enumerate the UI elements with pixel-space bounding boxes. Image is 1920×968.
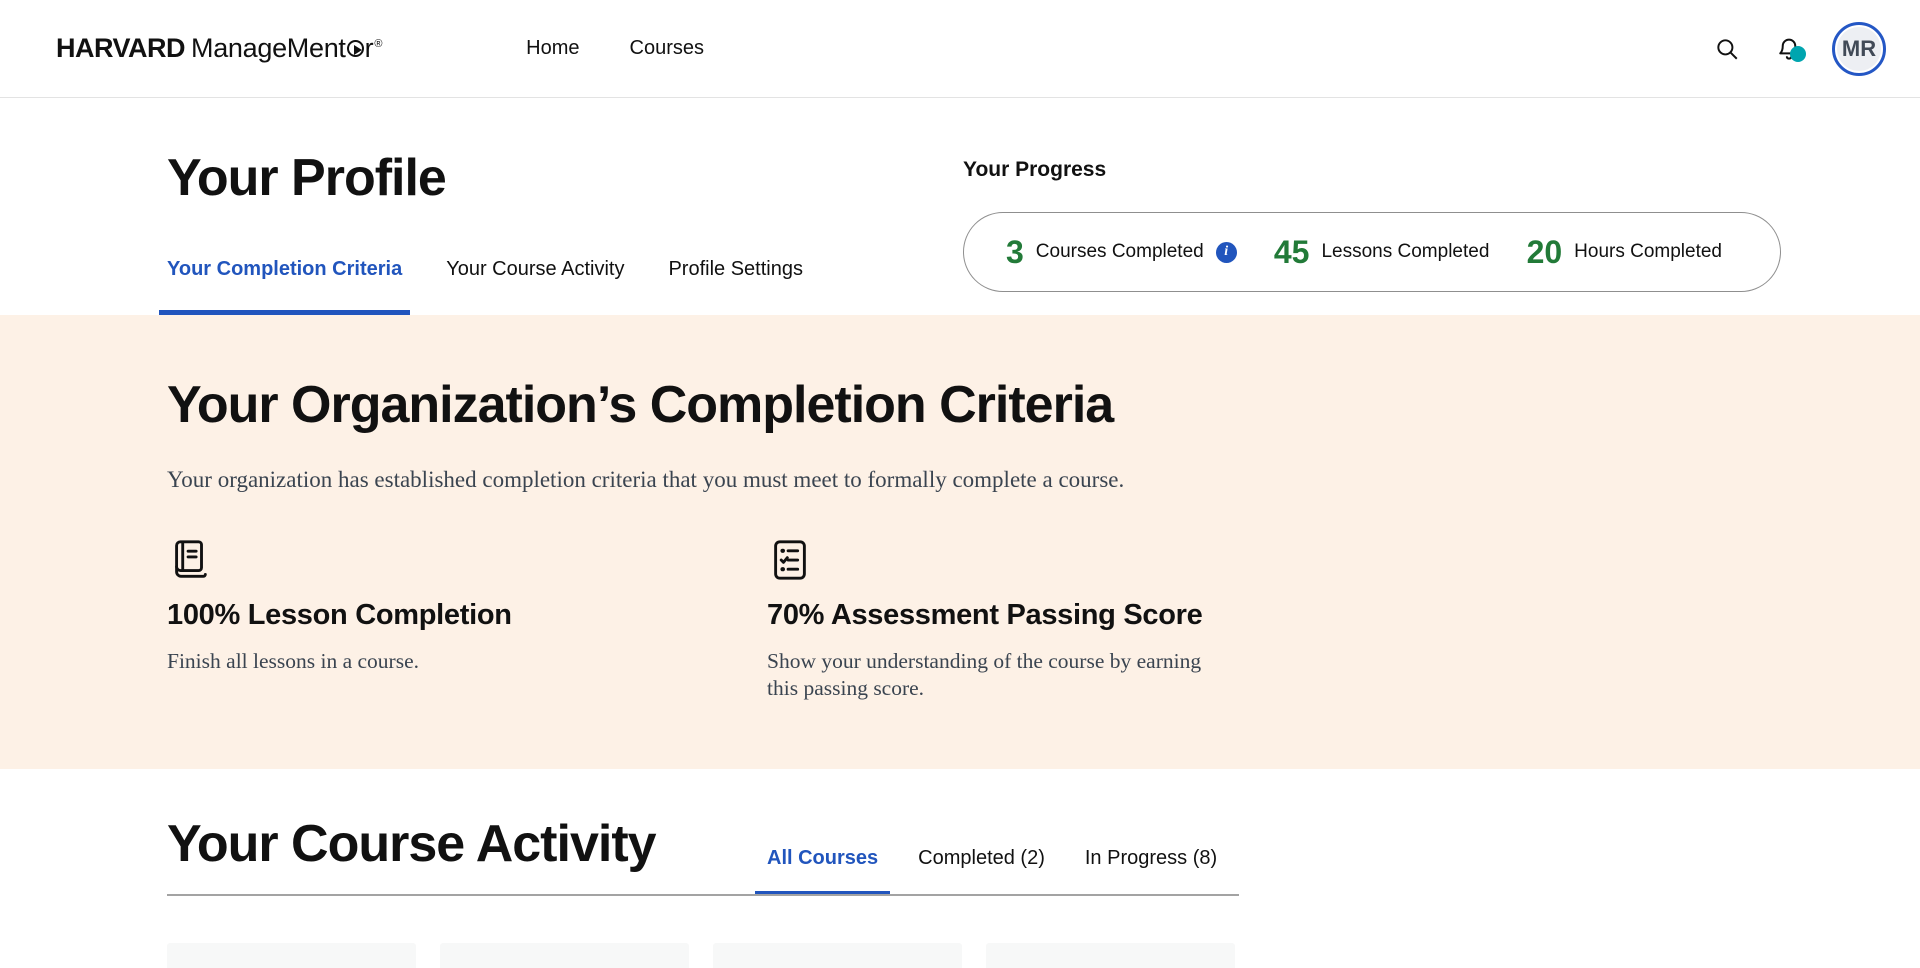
- criteria-item-description: Show your understanding of the course by…: [767, 649, 1202, 700]
- criteria-item-title: 100% Lesson Completion: [167, 599, 512, 631]
- profile-tabs: Your Completion Criteria Your Course Act…: [159, 256, 803, 315]
- course-card[interactable]: [986, 943, 1235, 968]
- progress-summary-pill: 3 Courses Completed i 45 Lessons Complet…: [963, 212, 1781, 292]
- lessons-completed-label: Lessons Completed: [1321, 241, 1490, 262]
- nav-link-courses[interactable]: Courses: [629, 37, 704, 59]
- harvard-managementor-logo[interactable]: HARVARD ManageMent r®: [56, 33, 382, 64]
- progress-title: Your Progress: [963, 158, 1107, 181]
- tab-profile-settings[interactable]: Profile Settings: [668, 258, 803, 280]
- stat-lessons-completed: 45 Lessons Completed: [1274, 234, 1490, 271]
- logo-harvard-text: HARVARD: [56, 33, 186, 63]
- header-actions: MR: [1708, 21, 1886, 76]
- criteria-item-title: 70% Assessment Passing Score: [767, 599, 1203, 631]
- logo-managementor-text: ManageMent r®: [191, 33, 383, 63]
- top-nav-bar: HARVARD ManageMent r® Home Courses: [0, 0, 1920, 98]
- avatar-initials: MR: [1841, 35, 1877, 61]
- tab-all-courses[interactable]: All Courses: [755, 845, 891, 896]
- tab-in-progress[interactable]: In Progress (8): [1084, 847, 1218, 869]
- lessons-completed-value: 45: [1273, 233, 1310, 270]
- completion-criteria-title: Your Organization’s Completion Criteria: [167, 376, 1114, 434]
- nav-link-home[interactable]: Home: [526, 37, 580, 59]
- main-nav: Home Courses: [526, 37, 704, 60]
- tab-your-course-activity[interactable]: Your Course Activity: [446, 258, 625, 280]
- criteria-item-assessment-score: 70% Assessment Passing Score Show your u…: [767, 537, 1237, 702]
- course-card[interactable]: [440, 943, 689, 968]
- search-icon: [1714, 36, 1740, 62]
- course-card[interactable]: [713, 943, 962, 968]
- info-icon[interactable]: i: [1215, 241, 1237, 263]
- criteria-items: 100% Lesson Completion Finish all lesson…: [167, 537, 1237, 702]
- completion-criteria-description: Your organization has established comple…: [167, 467, 1125, 492]
- criteria-item-description: Finish all lessons in a course.: [167, 649, 420, 673]
- course-activity-title: Your Course Activity: [167, 815, 657, 873]
- stat-courses-completed: 3 Courses Completed i: [1006, 234, 1237, 271]
- page-title: Your Profile: [167, 149, 447, 207]
- search-button[interactable]: [1708, 30, 1746, 68]
- completion-criteria-section: Your Organization’s Completion Criteria …: [0, 315, 1920, 769]
- tab-your-completion-criteria[interactable]: Your Completion Criteria: [159, 256, 411, 315]
- book-icon: [167, 537, 637, 583]
- courses-completed-value: 3: [1006, 233, 1024, 270]
- notification-dot: [1790, 45, 1806, 62]
- hours-completed-label: Hours Completed: [1574, 241, 1722, 262]
- tab-completed[interactable]: Completed (2): [918, 847, 1045, 869]
- avatar[interactable]: MR: [1832, 21, 1886, 76]
- course-activity-tabs: All Courses Completed (2) In Progress (8…: [755, 845, 1229, 896]
- courses-completed-label: Courses Completed: [1035, 241, 1204, 262]
- criteria-item-lesson-completion: 100% Lesson Completion Finish all lesson…: [167, 537, 637, 702]
- course-card[interactable]: [167, 943, 416, 968]
- notifications-button[interactable]: [1770, 30, 1808, 68]
- registered-trademark: ®: [374, 38, 383, 50]
- play-icon: [346, 40, 364, 57]
- stat-hours-completed: 20 Hours Completed: [1527, 234, 1722, 271]
- hours-completed-value: 20: [1526, 233, 1563, 270]
- checklist-icon: [767, 537, 1237, 583]
- tabs-divider: [167, 894, 1239, 896]
- course-card-list: [167, 943, 1235, 968]
